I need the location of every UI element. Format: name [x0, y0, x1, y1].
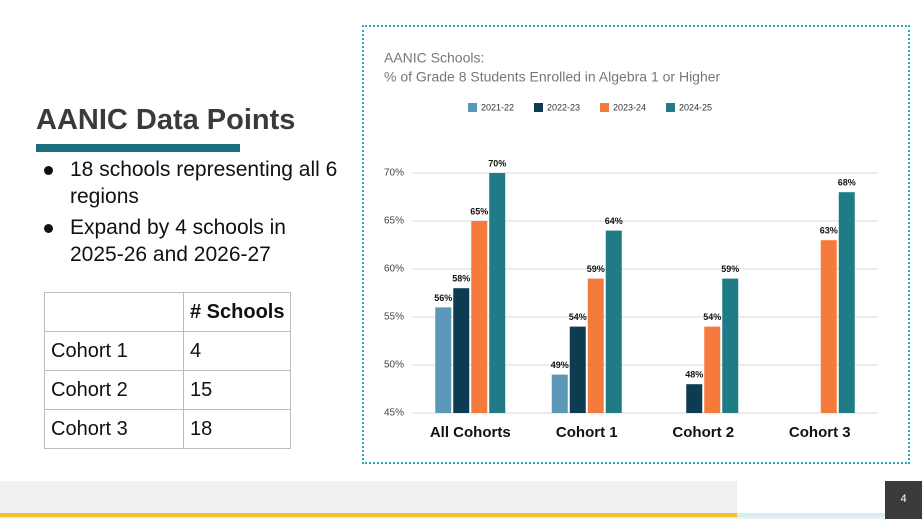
footer-stripe: [0, 513, 737, 517]
table-cell: 4: [182, 331, 292, 371]
table-cell: 18: [182, 409, 292, 449]
legend-label: 2023-24: [613, 102, 646, 112]
bar: [838, 192, 855, 413]
data-label: 59%: [721, 264, 739, 274]
legend-label: 2022-23: [547, 102, 580, 112]
bar: [569, 326, 586, 413]
footer-stripe: [737, 513, 885, 517]
chart-frame: [362, 25, 910, 464]
data-label: 58%: [452, 274, 470, 284]
y-tick-label: 50%: [384, 360, 404, 371]
data-label: 68%: [838, 178, 856, 188]
table-row: Cohort 2 15: [44, 370, 292, 410]
data-label: 63%: [820, 226, 838, 236]
legend-label: 2024-25: [679, 102, 712, 112]
page-number: 4: [885, 481, 922, 519]
chart-subtitle: % of Grade 8 Students Enrolled in Algebr…: [384, 69, 721, 85]
x-tick-label: Cohort 1: [556, 424, 618, 441]
x-tick-label: All Cohorts: [430, 424, 511, 441]
bar: [722, 278, 739, 413]
data-label: 65%: [470, 206, 488, 216]
bar: [453, 288, 470, 413]
bar: [686, 384, 703, 413]
legend-swatch: [600, 103, 609, 112]
table-header-row: # Schools: [44, 292, 292, 332]
table-cell: Cohort 3: [44, 409, 184, 449]
legend-swatch: [534, 103, 543, 112]
data-label: 59%: [587, 264, 605, 274]
data-label: 64%: [605, 216, 623, 226]
table-cell: 15: [182, 370, 292, 410]
legend-swatch: [468, 103, 477, 112]
y-tick-label: 70%: [384, 168, 404, 179]
legend-label: 2021-22: [481, 102, 514, 112]
bullet: 18 schools representing all 6 regions: [40, 156, 340, 210]
bar: [489, 173, 506, 413]
y-tick-label: 65%: [384, 216, 404, 227]
table-header: # Schools: [182, 292, 292, 332]
bar: [820, 240, 837, 413]
bar: [704, 326, 721, 413]
y-tick-label: 45%: [384, 408, 404, 419]
bar: [435, 307, 452, 413]
bar: [551, 374, 568, 413]
bar: [605, 230, 622, 413]
table-row: Cohort 3 18: [44, 409, 292, 449]
data-label: 56%: [434, 293, 452, 303]
y-tick-label: 55%: [384, 312, 404, 323]
slide-title: AANIC Data Points: [36, 104, 296, 136]
bar: [471, 221, 488, 413]
title-underline: [36, 144, 240, 152]
legend-swatch: [666, 103, 675, 112]
bar: [587, 278, 604, 413]
bullet: Expand by 4 schools in 2025-26 and 2026-…: [40, 214, 340, 268]
footer-panel: [737, 481, 885, 514]
x-tick-label: Cohort 3: [789, 424, 851, 441]
data-label: 70%: [488, 158, 506, 168]
data-label: 54%: [703, 312, 721, 322]
bullet-list: 18 schools representing all 6 regions Ex…: [40, 156, 340, 272]
data-label: 48%: [685, 370, 703, 380]
data-label: 54%: [569, 312, 587, 322]
chart-title: AANIC Schools:: [384, 50, 484, 66]
x-tick-label: Cohort 2: [672, 424, 734, 441]
y-tick-label: 60%: [384, 264, 404, 275]
table-cell: Cohort 2: [44, 370, 184, 410]
data-label: 49%: [551, 360, 569, 370]
